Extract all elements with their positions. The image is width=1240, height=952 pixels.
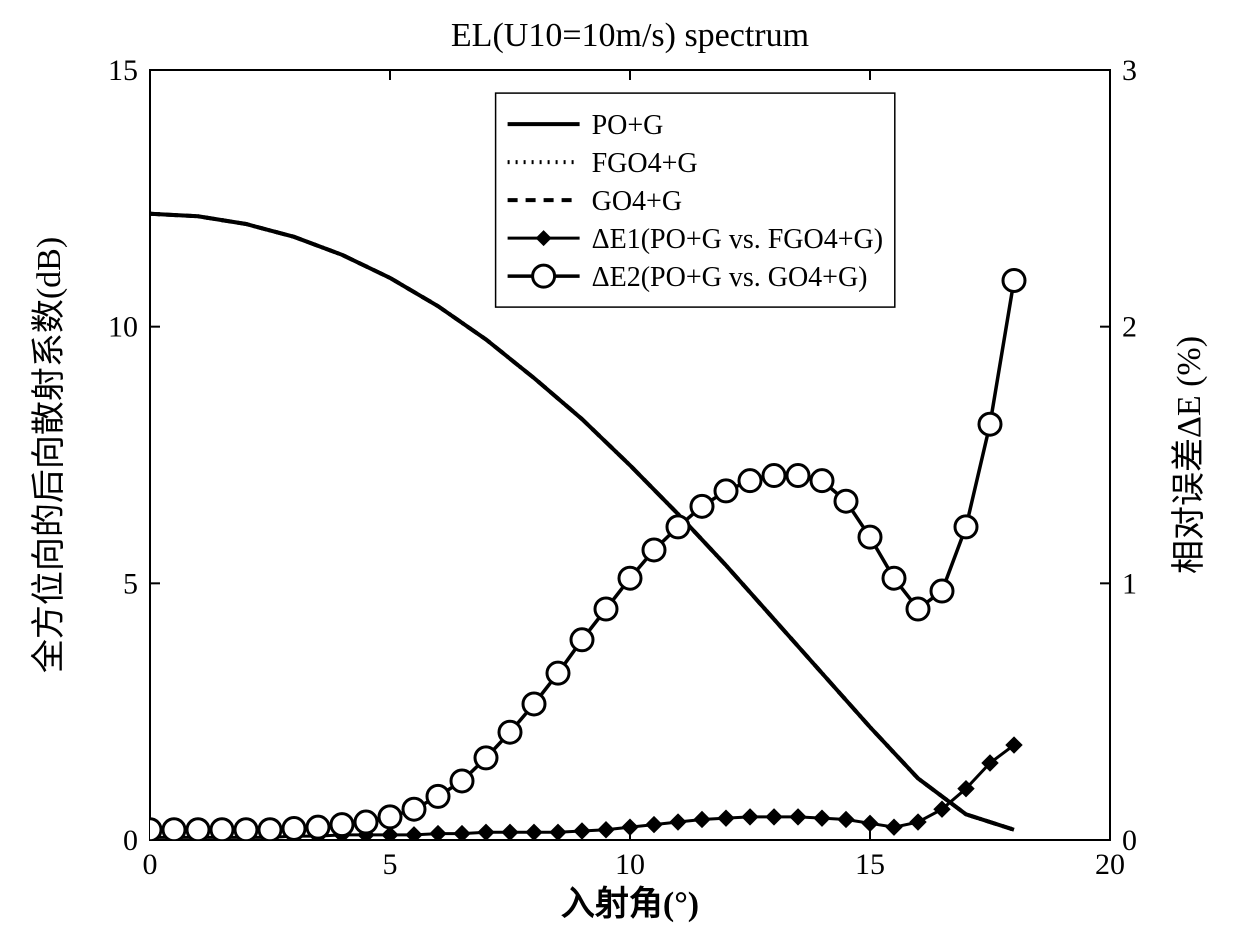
y-left-axis-label: 全方位向的后向散射系数(dB) (30, 237, 68, 673)
x-tick-label: 20 (1095, 848, 1125, 881)
y-left-tick-label: 15 (108, 54, 138, 87)
y-right-tick-label: 2 (1122, 311, 1137, 344)
legend: PO+G FGO4+G GO4+G ΔE1(PO+G vs. FGO4+G) ΔE2(P… (496, 93, 895, 307)
legend-item-label: ΔE2(PO+G vs. GO4+G) (592, 262, 868, 293)
chart-svg: EL(U10=10m/s) spectrum051015200510150123… (0, 0, 1240, 952)
x-tick-label: 15 (855, 848, 885, 881)
y-right-tick-label: 3 (1122, 54, 1137, 87)
x-axis-label: 入射角(°) (561, 885, 699, 923)
y-left-tick-label: 0 (123, 824, 138, 857)
legend-item-label: ΔE1(PO+G vs. FGO4+G) (592, 224, 883, 255)
y-right-tick-label: 1 (1122, 567, 1137, 600)
y-left-tick-label: 5 (123, 567, 138, 600)
chart-container: EL(U10=10m/s) spectrum051015200510150123… (0, 0, 1240, 952)
x-tick-label: 5 (383, 848, 398, 881)
legend-item-label: FGO4+G (592, 148, 698, 179)
legend-item-label: GO4+G (592, 186, 682, 217)
y-right-axis-label: 相对误差ΔE (%) (1170, 336, 1208, 574)
x-tick-label: 10 (615, 848, 645, 881)
y-left-tick-label: 10 (108, 311, 138, 344)
legend-item-label: PO+G (592, 110, 664, 141)
y-right-tick-label: 0 (1122, 824, 1137, 857)
chart-title: EL(U10=10m/s) spectrum (451, 17, 809, 54)
x-tick-label: 0 (143, 848, 158, 881)
